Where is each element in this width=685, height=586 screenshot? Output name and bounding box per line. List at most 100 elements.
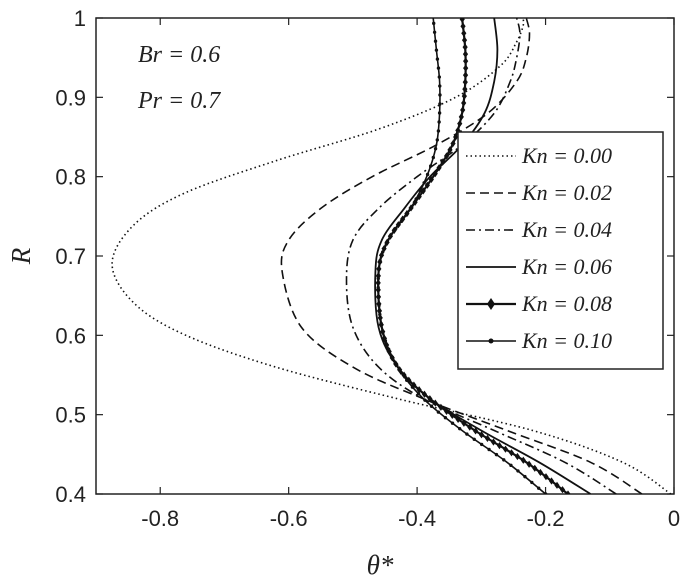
data-point	[388, 234, 393, 238]
x-tick-label: -0.8	[141, 506, 179, 531]
data-point	[411, 381, 417, 389]
data-point	[432, 170, 438, 178]
data-point	[376, 276, 380, 281]
data-point	[380, 250, 385, 254]
series-kn-004	[345, 18, 617, 494]
legend: Kn = 0.00 Kn = 0.02 Kn = 0.04 Kn = 0.06 …	[457, 131, 664, 370]
y-tick-label: 0.9	[55, 85, 86, 110]
data-point	[399, 219, 404, 224]
x-axis-label: θ*	[367, 550, 394, 580]
data-point	[461, 92, 467, 100]
data-point	[409, 205, 414, 209]
data-point	[494, 452, 499, 457]
data-point	[479, 442, 484, 447]
data-point	[523, 474, 527, 479]
data-point	[543, 473, 549, 481]
data-point	[450, 139, 456, 148]
data-point	[548, 477, 555, 485]
data-point	[496, 441, 503, 450]
data-point	[438, 84, 442, 88]
data-point	[437, 111, 442, 115]
data-point	[427, 395, 433, 403]
data-point	[457, 426, 462, 431]
data-point	[462, 43, 468, 51]
legend-marker-dot	[488, 338, 494, 344]
ticks-layer: -0.8 -0.6 -0.4 -0.2 0 0.4 0.5 0.6 0.7 0.8 0.9 1	[55, 6, 680, 531]
data-point	[461, 29, 467, 37]
data-point	[484, 434, 491, 443]
data-point	[487, 447, 491, 452]
data-point	[376, 294, 381, 299]
data-point	[502, 445, 509, 453]
data-point	[438, 102, 442, 106]
data-point	[437, 75, 442, 79]
data-point	[428, 164, 433, 168]
data-point	[443, 152, 450, 160]
data-point	[433, 39, 438, 43]
data-point	[453, 133, 459, 141]
legend-label-kn-000: Kn = 0.00	[521, 143, 612, 168]
series-kn-006	[374, 18, 591, 494]
data-point	[405, 212, 409, 216]
data-point	[532, 464, 538, 472]
data-point	[543, 492, 548, 494]
y-tick-label: 0.6	[55, 323, 86, 348]
data-point	[449, 411, 455, 420]
data-point	[462, 71, 469, 79]
series-line	[280, 18, 643, 494]
series-layer	[111, 18, 672, 494]
legend-label-kn-010: Kn = 0.10	[521, 328, 612, 353]
data-point	[422, 181, 426, 185]
data-point	[459, 18, 465, 23]
legend-label-kn-004: Kn = 0.04	[521, 217, 612, 242]
data-point	[383, 339, 388, 343]
data-point	[390, 355, 395, 360]
data-point	[565, 490, 571, 494]
data-point	[418, 189, 423, 193]
data-point	[462, 85, 468, 93]
data-point	[436, 410, 441, 414]
data-point	[434, 48, 439, 52]
data-point	[424, 181, 430, 189]
data-point	[458, 113, 464, 121]
x-tick-label: -0.4	[398, 506, 436, 531]
data-point	[516, 469, 520, 473]
series-line	[374, 18, 591, 494]
data-point	[450, 421, 455, 425]
data-point	[378, 312, 382, 317]
data-point	[438, 93, 442, 97]
data-point	[463, 64, 469, 72]
data-point	[440, 158, 446, 166]
y-axis-label: R	[6, 247, 36, 265]
data-point	[437, 120, 441, 124]
legend-samples	[466, 155, 516, 344]
series-line	[377, 18, 547, 494]
data-point	[443, 416, 448, 420]
data-point	[395, 363, 399, 367]
data-point	[414, 197, 418, 201]
data-point	[537, 468, 544, 477]
series-kn-010	[376, 18, 548, 494]
data-point	[559, 486, 566, 494]
data-point	[433, 147, 438, 151]
data-point	[447, 146, 453, 154]
y-tick-label: 1	[74, 6, 86, 31]
data-point	[416, 392, 421, 396]
data-point	[460, 106, 466, 114]
annotation-pr: Pr = 0.7	[137, 88, 221, 114]
data-point	[467, 423, 473, 431]
data-point	[436, 66, 441, 70]
data-point	[490, 438, 497, 446]
data-point	[478, 431, 485, 439]
data-point	[455, 126, 461, 135]
data-point	[432, 399, 438, 407]
data-point	[460, 22, 466, 30]
data-point	[425, 172, 430, 177]
data-point	[435, 138, 439, 142]
data-point	[463, 57, 469, 65]
legend-label-kn-002: Kn = 0.02	[521, 180, 612, 205]
data-point	[509, 463, 513, 468]
data-point	[455, 415, 461, 423]
legend-marker-diamond	[487, 298, 495, 310]
data-point	[472, 437, 476, 441]
